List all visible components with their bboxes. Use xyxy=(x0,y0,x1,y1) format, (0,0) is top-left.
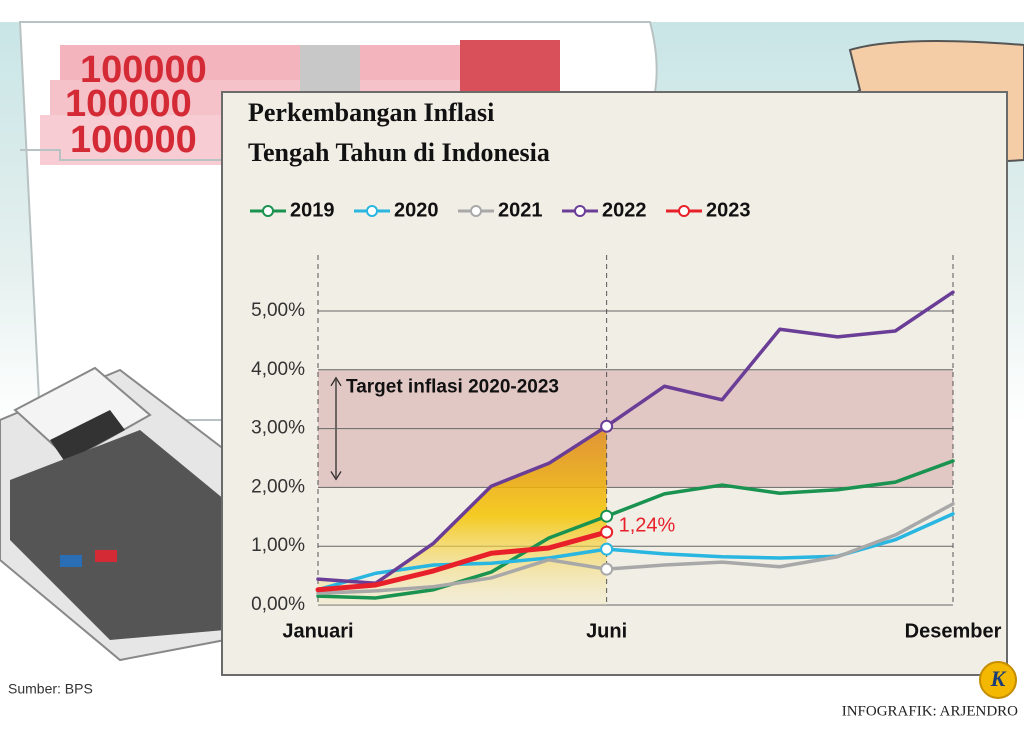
banknote-text: 100000 xyxy=(70,119,197,161)
series-line xyxy=(316,502,955,595)
y-tick-label: 2,00% xyxy=(251,476,305,497)
y-tick-label: 1,00% xyxy=(251,535,305,556)
arrow-head xyxy=(330,376,342,387)
band-label: Target inflasi 2020-2023 xyxy=(346,376,559,397)
y-tick-label: 0,00% xyxy=(251,594,305,615)
x-tick-label: Januari xyxy=(282,620,353,642)
point-marker xyxy=(600,542,614,556)
envelope-flap xyxy=(20,149,222,161)
logo-text: K xyxy=(990,666,1007,691)
chart-title: Tengah Tahun di Indonesia xyxy=(248,138,550,167)
legend-label: 2019 xyxy=(290,199,335,221)
point-marker xyxy=(600,525,614,539)
legend-label: 2023 xyxy=(706,199,751,221)
series-line xyxy=(316,290,955,585)
legend-marker xyxy=(574,205,586,217)
legend-marker xyxy=(470,205,482,217)
banknote-text: 100000 xyxy=(80,49,207,91)
point-marker xyxy=(600,419,614,433)
series-line xyxy=(316,459,955,600)
series-line xyxy=(315,529,610,593)
point-marker xyxy=(600,562,614,576)
legend-label: 2020 xyxy=(394,199,439,221)
y-tick-label: 5,00% xyxy=(251,300,305,321)
chart-title: Perkembangan Inflasi xyxy=(248,98,494,127)
plot: Target inflasi 2020-2023 0,00% 1,00% 2,00% 3… xyxy=(250,199,1002,642)
calculator xyxy=(0,366,226,662)
y-tick-label: 4,00% xyxy=(251,359,305,380)
legend-marker xyxy=(262,205,274,217)
legend-marker xyxy=(678,205,690,217)
source: Sumber: BPS xyxy=(8,681,93,697)
credit: INFOGRAFIK: ARJENDRO xyxy=(842,703,1018,719)
banknote-text: 100000 xyxy=(65,83,192,125)
y-tick-label: 3,00% xyxy=(251,418,305,439)
legend-label: 2021 xyxy=(498,199,543,221)
value-label: 1,24% xyxy=(619,514,676,536)
legend-marker xyxy=(366,205,378,217)
x-tick-label: Desember xyxy=(905,620,1002,642)
point-marker xyxy=(600,509,614,523)
logo xyxy=(979,661,1017,699)
arrow-head xyxy=(330,471,342,481)
legend-label: 2022 xyxy=(602,199,647,221)
x-tick-label: Juni xyxy=(586,620,627,642)
